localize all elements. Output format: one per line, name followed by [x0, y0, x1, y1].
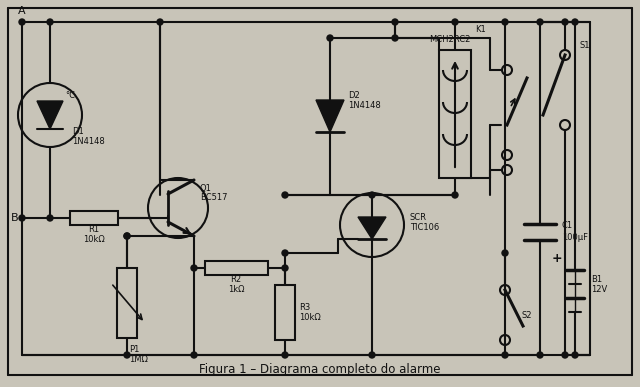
Circle shape — [369, 352, 375, 358]
Text: TIC106: TIC106 — [410, 223, 439, 231]
Text: D1: D1 — [72, 127, 84, 135]
Text: D2: D2 — [348, 91, 360, 101]
Circle shape — [392, 35, 398, 41]
Polygon shape — [37, 101, 63, 129]
Circle shape — [124, 352, 130, 358]
Text: MCH2RC2: MCH2RC2 — [429, 36, 470, 45]
Polygon shape — [316, 100, 344, 132]
Bar — [439, 50, 471, 178]
Text: 10kΩ: 10kΩ — [83, 235, 105, 243]
Circle shape — [369, 192, 375, 198]
Bar — [275, 285, 295, 340]
Circle shape — [282, 192, 288, 198]
Circle shape — [452, 192, 458, 198]
Text: A: A — [18, 6, 26, 16]
Circle shape — [47, 215, 53, 221]
Text: 1N4148: 1N4148 — [348, 101, 381, 110]
Bar — [117, 268, 137, 338]
Text: P1: P1 — [129, 346, 140, 354]
Circle shape — [124, 233, 130, 239]
Text: 10kΩ: 10kΩ — [299, 312, 321, 322]
Circle shape — [572, 352, 578, 358]
Circle shape — [502, 352, 508, 358]
Circle shape — [572, 19, 578, 25]
Circle shape — [452, 19, 458, 25]
Text: S1: S1 — [579, 41, 589, 50]
Text: +: + — [552, 252, 563, 264]
Text: R3: R3 — [299, 303, 310, 312]
Text: Q1: Q1 — [200, 183, 212, 192]
Circle shape — [191, 265, 197, 271]
Circle shape — [47, 19, 53, 25]
Circle shape — [562, 19, 568, 25]
Circle shape — [191, 352, 197, 358]
Polygon shape — [358, 217, 386, 239]
Circle shape — [537, 19, 543, 25]
Circle shape — [502, 250, 508, 256]
Text: 100μF: 100μF — [562, 233, 588, 241]
Text: B1: B1 — [591, 276, 602, 284]
Bar — [205, 261, 268, 275]
Text: R1: R1 — [88, 226, 100, 235]
Text: °C: °C — [65, 91, 75, 99]
Circle shape — [124, 233, 130, 239]
Circle shape — [327, 35, 333, 41]
Circle shape — [562, 352, 568, 358]
Text: B: B — [10, 213, 18, 223]
Text: BC517: BC517 — [200, 192, 227, 202]
Text: R2: R2 — [230, 276, 241, 284]
Text: S2: S2 — [521, 310, 531, 320]
Circle shape — [19, 215, 25, 221]
Circle shape — [282, 265, 288, 271]
Circle shape — [157, 19, 163, 25]
Circle shape — [282, 352, 288, 358]
Text: 1N4148: 1N4148 — [72, 137, 105, 146]
Text: SCR: SCR — [410, 212, 427, 221]
Circle shape — [19, 19, 25, 25]
Text: 1MΩ: 1MΩ — [129, 354, 148, 363]
Circle shape — [502, 19, 508, 25]
Text: K1: K1 — [475, 26, 486, 34]
Bar — [70, 211, 118, 225]
Text: 12V: 12V — [591, 286, 607, 295]
Circle shape — [392, 19, 398, 25]
Text: C1: C1 — [562, 221, 573, 231]
Circle shape — [537, 352, 543, 358]
Text: Figura 1 – Diagrama completo do alarme: Figura 1 – Diagrama completo do alarme — [199, 363, 441, 377]
Circle shape — [282, 250, 288, 256]
Text: 1kΩ: 1kΩ — [228, 284, 244, 293]
